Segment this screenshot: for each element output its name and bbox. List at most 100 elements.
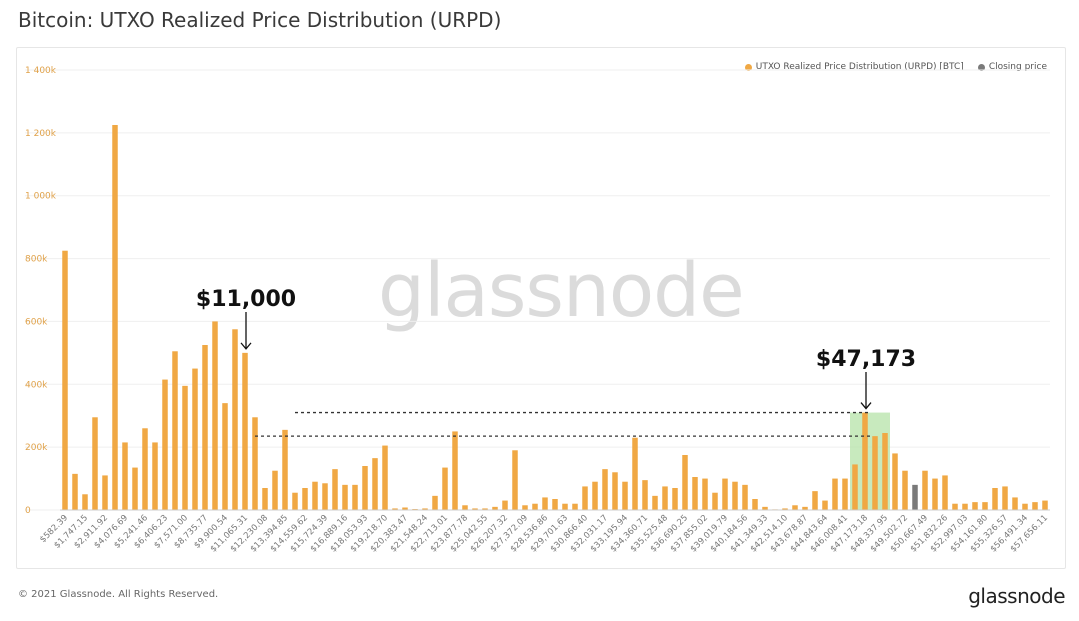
y-tick-label: 400k xyxy=(25,380,48,390)
bar xyxy=(572,503,578,510)
bar xyxy=(312,481,318,510)
bar xyxy=(182,385,188,510)
bar xyxy=(732,481,738,510)
y-tick-label: 600k xyxy=(25,317,48,327)
bar xyxy=(832,478,838,510)
bar xyxy=(592,481,598,510)
bar xyxy=(862,412,868,510)
bar xyxy=(962,503,968,510)
watermark-logo: glassnode xyxy=(378,248,745,334)
bar xyxy=(852,464,858,510)
bar xyxy=(782,508,788,510)
bar xyxy=(202,345,208,510)
bar xyxy=(462,505,468,510)
bar xyxy=(632,437,638,510)
bar xyxy=(692,477,698,510)
bar xyxy=(922,470,928,510)
bar xyxy=(72,473,78,510)
bar xyxy=(1002,486,1008,510)
bar xyxy=(742,484,748,510)
bar xyxy=(612,472,618,510)
legend-dot-closing xyxy=(977,63,985,71)
bar xyxy=(162,379,168,510)
legend-item-closing-price[interactable]: Closing price xyxy=(977,62,1047,72)
bar xyxy=(842,478,848,510)
bar xyxy=(1022,503,1028,510)
bar xyxy=(562,503,568,510)
bar xyxy=(672,488,678,510)
bar xyxy=(702,478,708,510)
bar xyxy=(352,484,358,510)
bar xyxy=(522,505,528,510)
bar xyxy=(422,508,428,510)
legend-label-closing: Closing price xyxy=(988,62,1047,72)
bar xyxy=(472,508,478,510)
bar xyxy=(152,442,158,510)
bar xyxy=(282,429,288,510)
bar xyxy=(932,478,938,510)
bar xyxy=(232,329,238,510)
legend-item-urpd[interactable]: UTXO Realized Price Distribution (URPD) … xyxy=(744,62,964,72)
bar xyxy=(812,491,818,510)
bar xyxy=(982,502,988,510)
y-tick-label: 200k xyxy=(25,443,48,453)
bar xyxy=(222,403,228,510)
legend-dot-urpd xyxy=(744,63,752,71)
bar xyxy=(602,469,608,510)
bar xyxy=(752,499,758,510)
bar xyxy=(902,470,908,510)
glassnode-logo: glassnode xyxy=(968,584,1065,608)
y-tick-label: 1 000k xyxy=(25,192,57,202)
bar xyxy=(502,500,508,510)
legend-label-urpd: UTXO Realized Price Distribution (URPD) … xyxy=(755,62,964,72)
bar xyxy=(792,505,798,510)
bar xyxy=(302,488,308,510)
y-tick-label: 0 xyxy=(25,506,31,516)
bar xyxy=(82,494,88,510)
bar xyxy=(322,483,328,510)
bar xyxy=(382,445,388,510)
bar xyxy=(262,488,268,510)
bar xyxy=(802,506,808,510)
y-tick-label: 1 400k xyxy=(25,66,57,76)
bar xyxy=(242,352,248,510)
legend: UTXO Realized Price Distribution (URPD) … xyxy=(744,62,1047,72)
bar xyxy=(532,503,538,510)
bar xyxy=(942,475,948,510)
bar xyxy=(1042,500,1048,510)
bar xyxy=(872,436,878,510)
copyright-footer: © 2021 Glassnode. All Rights Reserved. xyxy=(18,589,219,600)
bar xyxy=(972,502,978,510)
bar xyxy=(142,428,148,510)
bar xyxy=(822,500,828,510)
bar xyxy=(442,467,448,510)
bar xyxy=(212,321,218,510)
bar xyxy=(582,486,588,510)
bar xyxy=(952,503,958,510)
bar xyxy=(722,478,728,510)
bar xyxy=(482,508,488,510)
bar xyxy=(1032,502,1038,510)
bar xyxy=(882,433,888,510)
bar xyxy=(292,492,298,510)
bar xyxy=(342,484,348,510)
bar xyxy=(642,480,648,510)
bar xyxy=(102,475,108,510)
bar xyxy=(1012,497,1018,510)
chart-title: Bitcoin: UTXO Realized Price Distributio… xyxy=(18,8,502,32)
bar xyxy=(112,125,118,510)
bar xyxy=(682,455,688,510)
bar xyxy=(432,495,438,510)
bar xyxy=(252,417,258,510)
bar xyxy=(712,492,718,510)
bar xyxy=(362,466,368,510)
y-tick-label: 1 200k xyxy=(25,129,57,139)
bar xyxy=(512,450,518,510)
bar xyxy=(892,453,898,510)
annotation-arrow-head xyxy=(240,342,252,350)
bar xyxy=(392,508,398,510)
bar xyxy=(372,458,378,510)
bar xyxy=(62,250,68,510)
bar xyxy=(122,442,128,510)
